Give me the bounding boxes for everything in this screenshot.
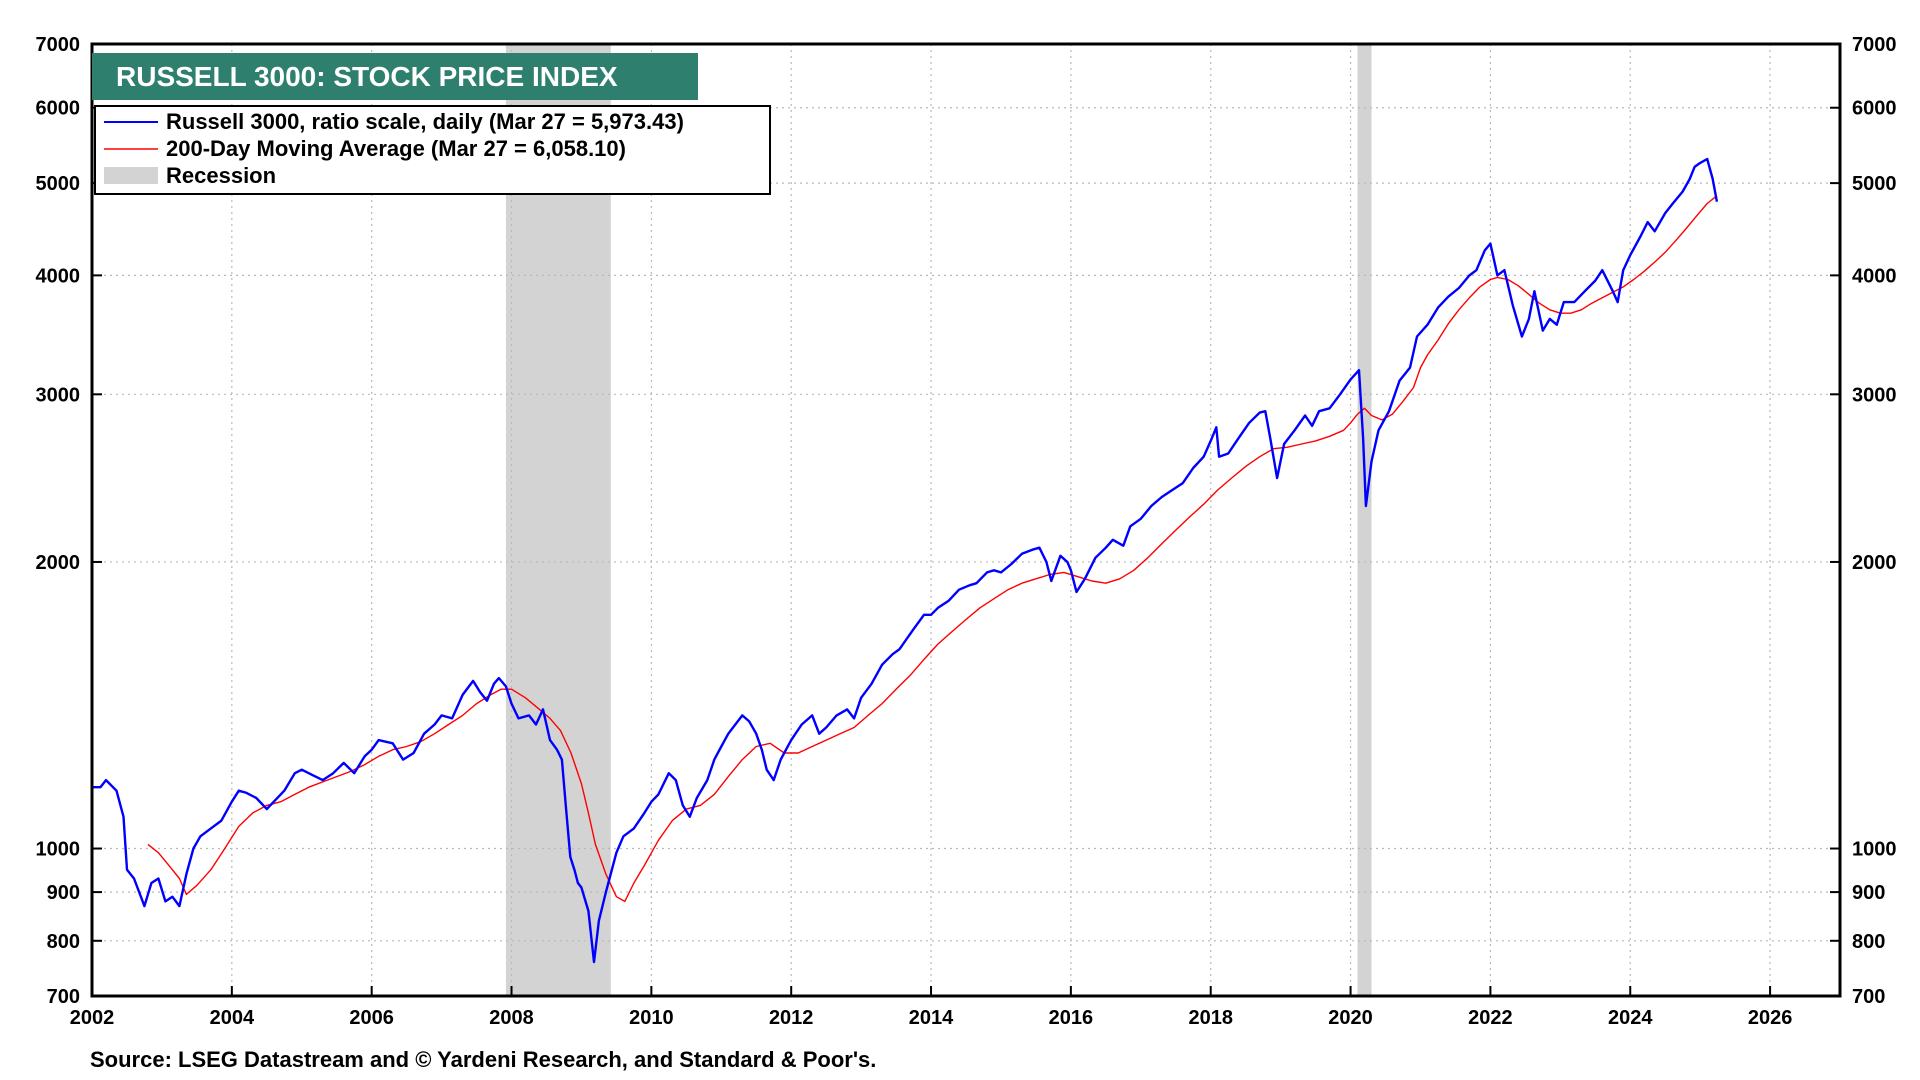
x-tick-label: 2022 — [1468, 1007, 1513, 1029]
x-tick-label: 2018 — [1188, 1007, 1233, 1029]
y-tick-label-right: 700 — [1852, 986, 1885, 1008]
recession-band-2 — [1357, 44, 1372, 996]
x-tick-label: 2012 — [769, 1007, 814, 1029]
price-line — [92, 157, 1719, 964]
x-tick-label: 2008 — [489, 1007, 534, 1029]
legend-label-price: Russell 3000, ratio scale, daily (Mar 27… — [166, 109, 684, 134]
x-tick-label: 2002 — [70, 1007, 115, 1029]
y-tick-label-left: 1000 — [36, 839, 81, 861]
y-tick-label-right: 3000 — [1852, 384, 1897, 406]
legend-swatch-recession — [104, 167, 158, 184]
plot-background — [92, 44, 1840, 996]
y-tick-label-right: 1000 — [1852, 839, 1897, 861]
x-tick-label: 2020 — [1328, 1007, 1373, 1029]
y-tick-label-left: 900 — [47, 882, 80, 904]
y-tick-label-left: 7000 — [36, 34, 81, 56]
moving-average-series — [147, 195, 1718, 903]
y-tick-label-left: 4000 — [36, 265, 81, 287]
x-tick-label: 2024 — [1608, 1007, 1653, 1029]
y-tick-label-right: 4000 — [1852, 265, 1897, 287]
y-tick-label-right: 7000 — [1852, 34, 1897, 56]
legend: Russell 3000, ratio scale, daily (Mar 27… — [94, 105, 771, 195]
legend-box — [94, 105, 771, 195]
chart-title: RUSSELL 3000: STOCK PRICE INDEX — [116, 61, 618, 92]
y-tick-label-left: 700 — [47, 986, 80, 1008]
y-tick-label-right: 800 — [1852, 931, 1885, 953]
legend-label-ma: 200-Day Moving Average (Mar 27 = 6,058.1… — [166, 136, 626, 161]
x-tick-label: 2016 — [1049, 1007, 1094, 1029]
y-tick-label-right: 900 — [1852, 882, 1885, 904]
x-tick-label: 2014 — [909, 1007, 954, 1029]
moving-average-line — [147, 195, 1718, 903]
y-tick-label-right: 2000 — [1852, 552, 1897, 574]
x-tick-label: 2010 — [629, 1007, 674, 1029]
y-tick-label-right: 5000 — [1852, 173, 1897, 195]
title-banner — [92, 53, 698, 100]
price-series — [92, 157, 1719, 964]
y-tick-label-left: 3000 — [36, 384, 81, 406]
y-tick-label-left: 6000 — [36, 98, 81, 120]
source-note: Source: LSEG Datastream and © Yardeni Re… — [90, 1047, 876, 1072]
x-tick-label: 2006 — [349, 1007, 394, 1029]
legend-label-recession: Recession — [166, 163, 276, 188]
y-tick-label-left: 800 — [47, 931, 80, 953]
gridlines — [92, 44, 1840, 996]
x-tick-label: 2004 — [210, 1007, 255, 1029]
axes: 2002 2004 2006 2008 2010 2012 2014 2016 2018 2020… — [36, 34, 1897, 1029]
plot-frame — [90, 42, 1842, 998]
y-tick-label-right: 6000 — [1852, 98, 1897, 120]
x-tick-label: 2026 — [1748, 1007, 1793, 1029]
y-tick-label-left: 2000 — [36, 552, 81, 574]
y-tick-label-left: 5000 — [36, 173, 81, 195]
